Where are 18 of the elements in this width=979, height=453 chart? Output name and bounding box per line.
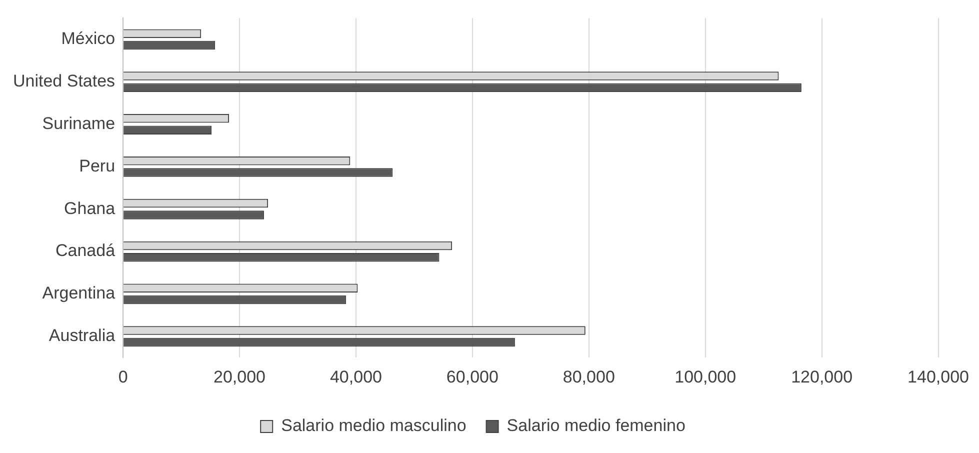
x-tick-label: 0 (118, 367, 128, 386)
x-tick-label: 60,000 (446, 367, 498, 386)
y-tick-label: Canadá (55, 241, 116, 260)
x-tick-label: 100,000 (674, 367, 736, 386)
x-tick-label: 140,000 (908, 367, 969, 386)
y-tick-label: México (61, 29, 116, 48)
y-tick-label: Peru (79, 156, 116, 176)
y-tick-label: Australia (48, 326, 116, 346)
y-tick-label: Suriname (42, 114, 116, 133)
x-tick-label: 80,000 (562, 367, 615, 386)
x-tick-label: 20,000 (214, 367, 266, 386)
y-tick-label: United States (12, 72, 116, 91)
legend-label: Salario medio femenino (506, 416, 686, 436)
x-tick-label: 120,000 (791, 367, 853, 386)
y-tick-label: Ghana (64, 198, 116, 218)
legend-label: Salario medio masculino (281, 416, 466, 436)
x-tick-label: 40,000 (330, 367, 382, 386)
y-tick-label: Argentina (42, 284, 116, 303)
